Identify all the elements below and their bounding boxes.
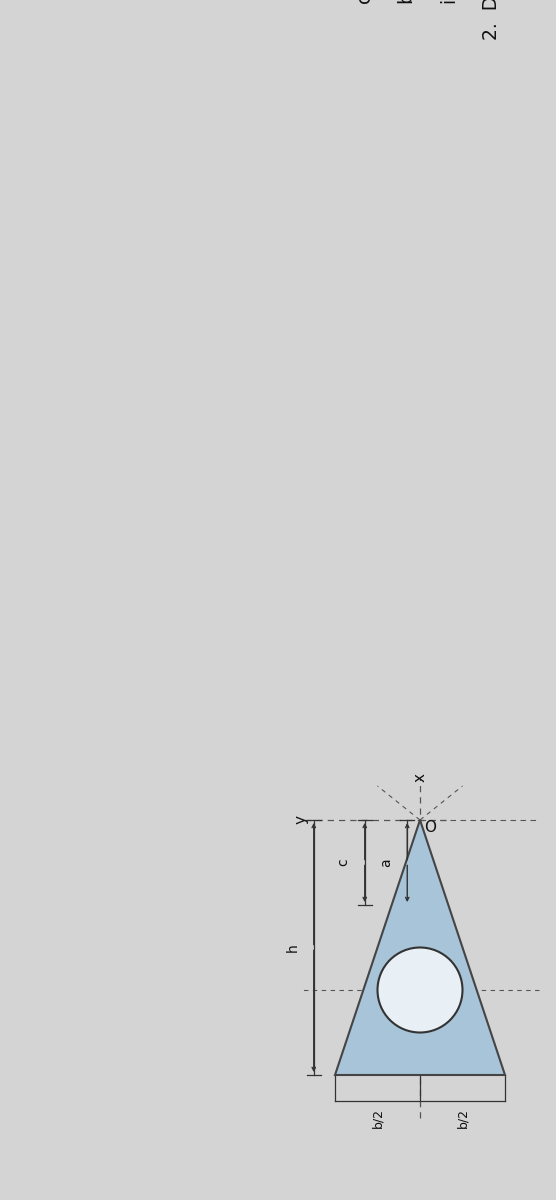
Text: b/2: b/2 <box>371 1108 384 1128</box>
Text: c: c <box>336 859 350 866</box>
Text: h: h <box>285 943 300 952</box>
Text: x: x <box>413 773 428 782</box>
Text: b=20cm,  c=20cm,  h=30cm  and: b=20cm, c=20cm, h=30cm and <box>398 0 417 40</box>
Text: circle diameter is 10cm: circle diameter is 10cm <box>356 0 375 40</box>
Text: a: a <box>379 858 393 866</box>
Text: O: O <box>424 821 436 835</box>
Text: y: y <box>294 816 309 824</box>
Polygon shape <box>335 820 505 1075</box>
Text: 2.  Determine the area moment of: 2. Determine the area moment of <box>482 0 501 40</box>
Circle shape <box>378 948 463 1032</box>
Text: b/2: b/2 <box>456 1108 469 1128</box>
Text: inertia  about  X-axis.  (a=10cm,: inertia about X-axis. (a=10cm, <box>440 0 459 40</box>
